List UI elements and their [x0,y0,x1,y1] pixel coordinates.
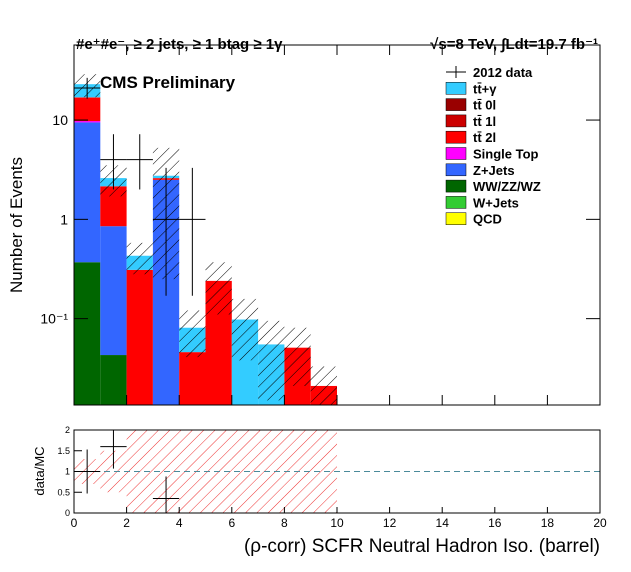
stack-bar [126,269,153,405]
legend-swatch [445,82,467,95]
y-axis-label: Number of Events [7,157,26,293]
ratio-y-tick-label: 2 [65,425,70,435]
x-tick-label: 14 [436,516,450,530]
stack-bar [179,352,206,405]
x-tick-label: 16 [488,516,502,530]
mc-uncertainty [284,327,311,386]
legend-label: QCD [473,212,502,227]
ratio-y-tick-label: 0 [65,508,70,518]
stack-bar [74,97,101,122]
ratio-band [258,430,285,513]
x-tick-label: 20 [593,516,607,530]
x-tick-label: 18 [541,516,555,530]
legend-label: tt̄ 1l [473,114,496,129]
legend-swatch [445,196,467,209]
x-tick-label: 10 [330,516,344,530]
legend-swatch [445,147,467,160]
legend-label: WW/ZZ/WZ [473,179,541,194]
y-tick-label: 10⁻¹ [40,311,68,327]
main-plot [74,74,337,405]
ratio-band [179,430,206,513]
title-right: √s=8 TeV, ∫Ldt=19.7 fb⁻¹ [430,36,598,53]
overlay: 0 2 4 6 8 10 12 14 16 18 20 10⁻¹ 1 10 0 0.5 1 1.5 2 2012 da… [40,45,607,530]
x-tick-label: 2 [123,516,130,530]
cms-label: CMS Preliminary [100,73,236,92]
legend-label: tt̄ 2l [473,130,496,145]
legend-swatch [445,98,467,111]
ratio-y-label: data/MC [32,446,47,495]
stack-bar [74,262,101,405]
legend-label: 2012 data [473,65,533,80]
ratio-y-tick-label: 0.5 [57,487,70,497]
y-tick-label: 1 [60,211,68,227]
stack-bar [74,122,101,263]
legend-swatch [445,212,467,225]
mc-uncertainty [179,310,206,358]
legend-swatch [445,179,467,193]
legend-swatch [445,114,467,128]
stack-bar [74,121,101,123]
x-axis-label: (ρ-corr) SCFR Neutral Hadron Iso. (barre… [244,536,600,557]
legend-swatch [445,130,467,144]
x-tick-label: 12 [383,516,397,530]
legend-label: tt̄ 0l [473,98,496,113]
legend-label: W+Jets [473,195,519,210]
legend-swatch [445,163,467,177]
stack-bar [100,355,127,405]
ratio-plot [74,430,600,513]
legend-label: Single Top [473,147,539,162]
x-tick-label: 8 [281,516,288,530]
main-frame [73,44,601,406]
legend-label: Z+Jets [473,163,515,178]
x-tick-label: 4 [176,516,183,530]
mc-uncertainty [126,242,153,275]
stack-bar [100,226,127,356]
x-tick-label: 0 [71,516,78,530]
y-tick-label: 10 [52,112,68,128]
title-left: #e⁺#e⁻, ≥ 2 jets, ≥ 1 btag ≥ 1γ [76,36,283,53]
mc-uncertainty [258,320,285,401]
mc-uncertainty [205,262,232,315]
ratio-y-tick-label: 1 [65,467,70,477]
x-tick-label: 6 [228,516,235,530]
legend-label: tt̄+γ [473,81,497,96]
ratio-y-tick-label: 1.5 [57,446,70,456]
mc-uncertainty [310,366,337,405]
mc-uncertainty [231,298,259,361]
ratio-frame [73,429,601,514]
